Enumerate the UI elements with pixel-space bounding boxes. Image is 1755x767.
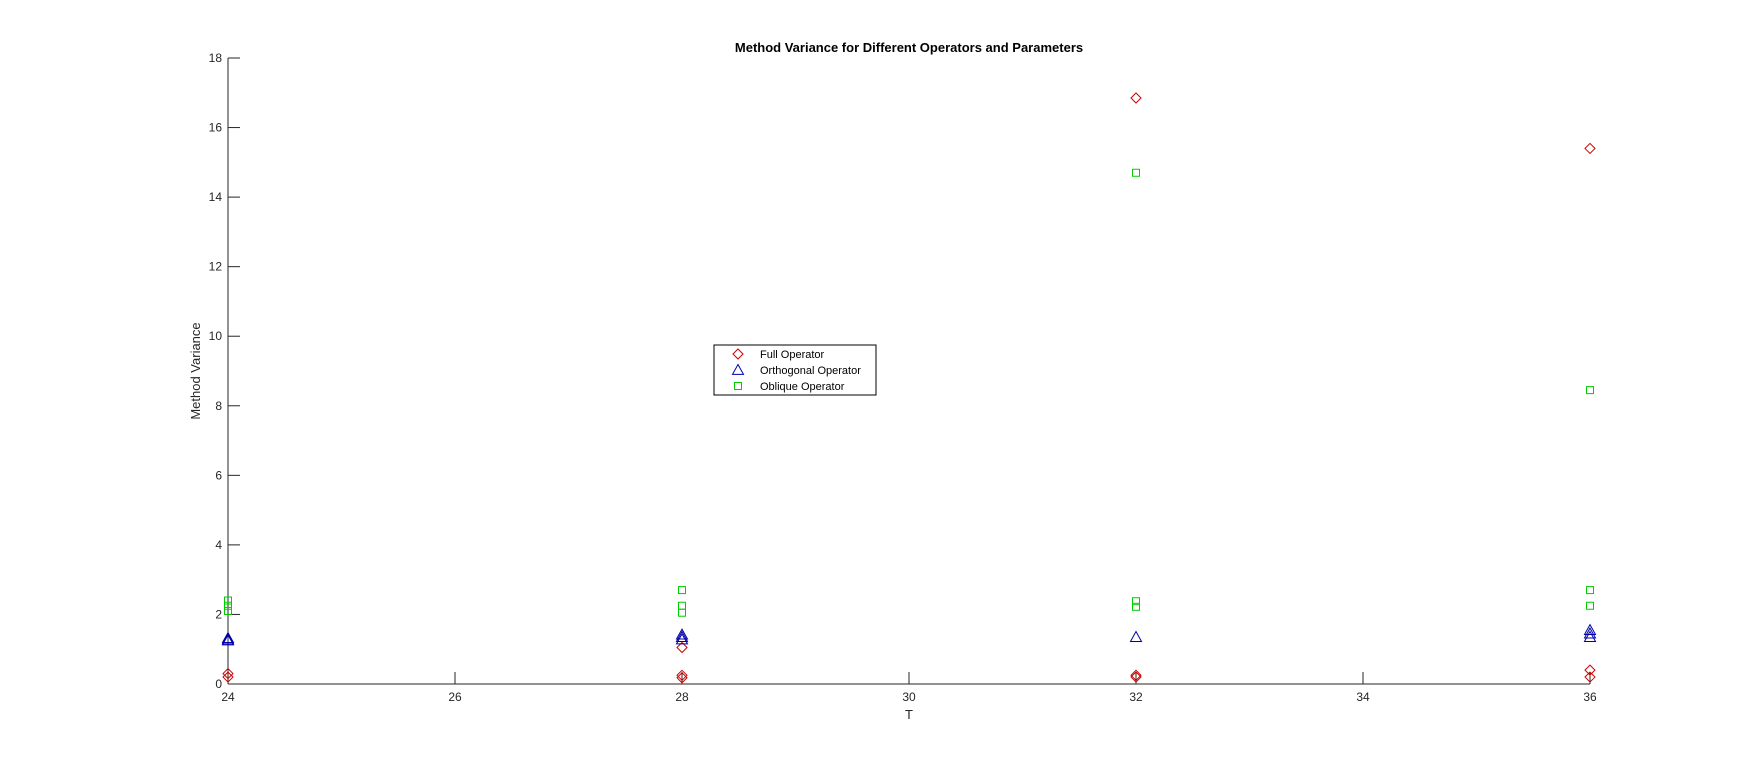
legend-entry-orthogonal-operator: Orthogonal Operator — [760, 365, 861, 377]
data-point-oblique-operator — [224, 601, 232, 610]
x-tick-label: 34 — [1356, 690, 1370, 704]
series-orthogonal-operator — [221, 623, 1597, 646]
data-point-orthogonal-operator — [1129, 630, 1143, 642]
x-tick-label: 26 — [448, 690, 462, 704]
y-tick-label: 10 — [209, 329, 223, 343]
legend-marker-oblique-operator — [734, 382, 742, 390]
data-point-oblique-operator — [678, 601, 686, 610]
x-tick-label: 32 — [1129, 690, 1143, 704]
data-point-oblique-operator — [1586, 386, 1594, 395]
data-points — [221, 92, 1597, 684]
data-point-orthogonal-operator — [221, 631, 235, 643]
data-point-full-operator — [1130, 92, 1142, 104]
data-point-oblique-operator — [1132, 602, 1140, 611]
data-point-orthogonal-operator — [675, 630, 689, 642]
data-point-full-operator — [1130, 671, 1142, 683]
y-tick-label: 4 — [215, 538, 222, 552]
chart-title: Method Variance for Different Operators … — [735, 40, 1083, 55]
data-point-orthogonal-operator — [221, 633, 235, 646]
data-point-oblique-operator — [1132, 597, 1140, 606]
data-point-full-operator — [676, 669, 688, 682]
y-tick-label: 8 — [215, 399, 222, 413]
series-oblique-operator — [224, 168, 1594, 617]
data-point-full-operator — [1584, 671, 1596, 683]
data-point-oblique-operator — [1586, 586, 1594, 595]
x-tick-label: 28 — [675, 690, 689, 704]
data-point-full-operator — [222, 671, 234, 683]
legend: Full Operator Orthogonal Operator Oblique … — [713, 344, 877, 396]
data-point-oblique-operator — [224, 606, 232, 615]
x-axis-label: T — [905, 707, 913, 722]
data-point-oblique-operator — [1586, 601, 1594, 610]
legend-marker-orthogonal-operator — [731, 363, 745, 375]
y-tick-label: 16 — [209, 121, 223, 135]
data-point-orthogonal-operator — [675, 628, 689, 640]
y-axis-label: Method Variance — [188, 322, 203, 419]
y-tick-label: 6 — [215, 468, 222, 482]
data-point-orthogonal-operator — [1583, 630, 1597, 642]
y-tick-label: 14 — [209, 190, 223, 204]
data-point-oblique-operator — [224, 596, 232, 605]
data-point-oblique-operator — [678, 586, 686, 595]
legend-marker-full-operator — [732, 348, 744, 360]
x-tick-label: 30 — [902, 690, 916, 704]
y-tick-label: 18 — [209, 51, 223, 65]
data-point-orthogonal-operator — [1583, 623, 1597, 635]
y-tick-label: 2 — [215, 607, 222, 621]
data-point-full-operator — [676, 641, 688, 654]
legend-entry-oblique-operator: Oblique Operator — [760, 381, 845, 393]
y-tick-label: 0 — [215, 677, 222, 691]
data-point-full-operator — [1130, 669, 1142, 682]
data-point-full-operator — [1584, 664, 1596, 676]
data-point-orthogonal-operator — [221, 632, 235, 645]
data-point-oblique-operator — [678, 608, 686, 617]
data-point-full-operator — [1584, 142, 1596, 155]
data-point-orthogonal-operator — [675, 632, 689, 645]
series-full-operator — [222, 92, 1596, 684]
data-point-oblique-operator — [1132, 168, 1140, 177]
data-point-orthogonal-operator — [1583, 627, 1597, 639]
x-tick-label: 36 — [1583, 690, 1597, 704]
x-tick-label: 24 — [221, 690, 235, 704]
y-tick-label: 12 — [209, 260, 223, 274]
data-point-full-operator — [222, 667, 234, 680]
legend-entry-full-operator: Full Operator — [760, 349, 825, 361]
data-point-full-operator — [676, 672, 688, 684]
